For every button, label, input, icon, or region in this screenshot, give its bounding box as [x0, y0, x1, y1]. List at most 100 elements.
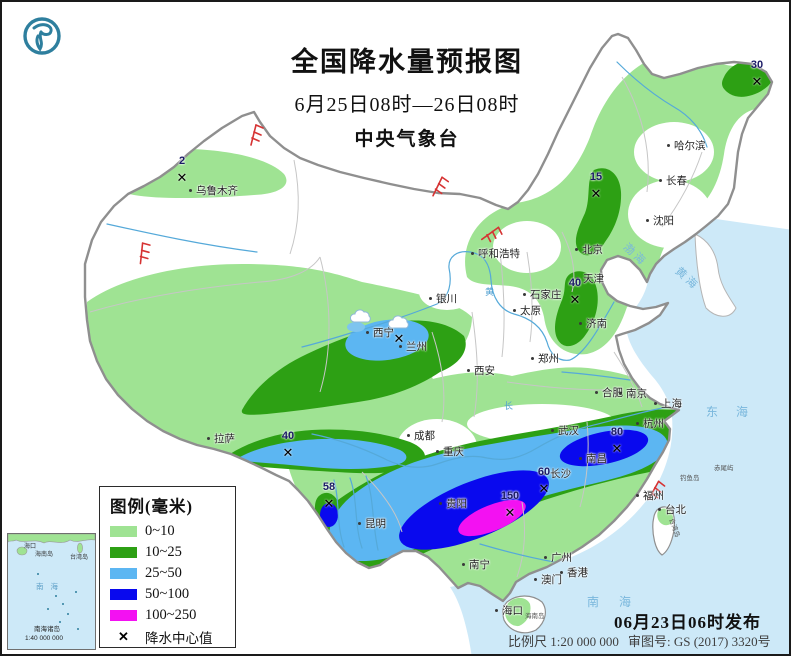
precip-center-x-icon: ✕ — [611, 441, 623, 456]
city-name: 台北 — [665, 504, 686, 516]
city-dot — [544, 556, 547, 559]
city-label: 昆明 — [358, 519, 386, 530]
inset-taiwan-label: 台湾岛 — [70, 555, 89, 561]
river-name-label: 黄 — [485, 287, 495, 297]
city-label: 成都 — [407, 430, 435, 442]
city-name: 海口 — [502, 605, 523, 617]
city-name: 重庆 — [443, 446, 464, 458]
city-label: 沈阳 — [646, 215, 674, 227]
precip-center-marker: ✕ 58 — [323, 482, 335, 512]
city-name: 合肥 — [602, 387, 623, 399]
hainan-island — [502, 595, 546, 634]
island-name-label: 赤尾屿 — [714, 465, 734, 472]
island-name-label: 钓鱼岛 — [680, 475, 700, 482]
precip-center-x-icon: ✕ — [118, 628, 129, 644]
wind-barb-icon — [248, 124, 264, 146]
city-label: 广州 — [544, 552, 572, 564]
city-label: 上海 — [654, 399, 682, 410]
city-label: 澳门 — [534, 574, 562, 586]
city-name: 西宁 — [373, 327, 394, 339]
city-label: 合肥 — [595, 387, 623, 399]
city-name: 南宁 — [469, 559, 490, 571]
legend-range-label: 100~250 — [145, 607, 197, 623]
city-label: 南宁 — [462, 559, 490, 571]
river-name-label: 长 — [504, 401, 514, 411]
city-dot — [579, 322, 582, 325]
sea-name-label: 东海 — [706, 405, 767, 419]
city-name: 银川 — [436, 293, 457, 305]
precip-center-marker: ✕ 15 — [590, 172, 602, 202]
city-name: 长沙 — [550, 468, 571, 480]
city-label: 西安 — [467, 365, 495, 377]
wind-barb-icon — [135, 241, 154, 265]
city-dot — [595, 391, 598, 394]
city-dot — [646, 219, 649, 222]
map-scale: 比例尺 1:20 000 000 — [508, 634, 619, 649]
city-dot — [654, 402, 657, 405]
south-china-sea-inset: 海口 海南岛 台湾岛 南海 南海诸岛 1:40 000 000 — [7, 533, 96, 650]
precip-center-value: 80 — [610, 426, 624, 438]
inset-sea-label: 南海 — [36, 582, 65, 591]
legend-range-label: 25~50 — [145, 565, 182, 581]
city-name: 杭州 — [643, 418, 664, 430]
city-dot — [399, 345, 402, 348]
city-dot — [513, 309, 516, 312]
city-dot — [189, 189, 192, 192]
precip-center-value: 40 — [281, 430, 295, 442]
precip-center-marker: ✕ 60 — [538, 467, 550, 497]
city-name: 南昌 — [586, 453, 607, 465]
city-label: 太原 — [513, 306, 541, 317]
city-label: 北京 — [575, 244, 603, 256]
city-dot — [429, 297, 432, 300]
city-name: 广州 — [551, 552, 572, 564]
province-borders — [89, 76, 703, 578]
city-label: 武汉 — [551, 426, 579, 437]
precip-center-x-icon: ✕ — [282, 445, 294, 460]
city-dot — [636, 494, 639, 497]
inset-mainland — [8, 534, 95, 544]
cma-logo-icon — [22, 16, 62, 56]
precip-center-marker: ✕ 2 — [176, 156, 188, 186]
city-name: 石家庄 — [530, 289, 562, 301]
inset-hainan — [16, 546, 28, 556]
legend-row: 10~25 — [110, 542, 227, 563]
city-label: 银川 — [429, 293, 457, 305]
precip-center-x-icon: ✕ — [176, 170, 188, 185]
city-name: 兰州 — [406, 341, 427, 353]
city-dot — [576, 277, 579, 280]
city-name: 沈阳 — [653, 215, 674, 227]
korea-landmass — [694, 233, 737, 317]
precip-center-value: 40 — [568, 277, 582, 289]
precip-center-x-icon: ✕ — [590, 186, 602, 201]
legend-swatch — [110, 589, 137, 600]
city-name: 西安 — [474, 365, 495, 377]
city-name: 南京 — [626, 388, 647, 400]
cloud-icon — [350, 309, 409, 329]
inset-haikou-label: 海口 — [24, 544, 37, 550]
precip-center-x-icon: ✕ — [751, 74, 763, 89]
precip-center-x-icon: ✕ — [504, 505, 516, 520]
precip-center-x-icon: ✕ — [538, 481, 550, 496]
city-name: 拉萨 — [214, 433, 235, 445]
city-name: 北京 — [582, 244, 603, 256]
city-name: 成都 — [414, 430, 435, 442]
city-name: 福州 — [643, 490, 664, 502]
city-dot — [407, 434, 410, 437]
city-label: 台北 — [658, 504, 686, 516]
city-label: 重庆 — [436, 446, 464, 458]
inset-taiwan — [77, 542, 83, 554]
precip-center-marker: ✕ — [394, 331, 405, 347]
approval-number: 审图号: GS (2017) 3320号 — [628, 634, 771, 649]
precip-center-marker: ✕ 40 — [282, 431, 294, 461]
precip-center-value: 58 — [322, 481, 336, 493]
city-dot — [523, 293, 526, 296]
city-label: 香港 — [560, 568, 588, 579]
city-label: 西宁 — [366, 327, 394, 339]
legend-range-label: 10~25 — [145, 544, 182, 560]
legend-swatch — [110, 547, 137, 558]
city-name: 天津 — [583, 273, 604, 285]
city-name: 澳门 — [541, 574, 562, 586]
precip-center-value: 150 — [500, 490, 520, 502]
